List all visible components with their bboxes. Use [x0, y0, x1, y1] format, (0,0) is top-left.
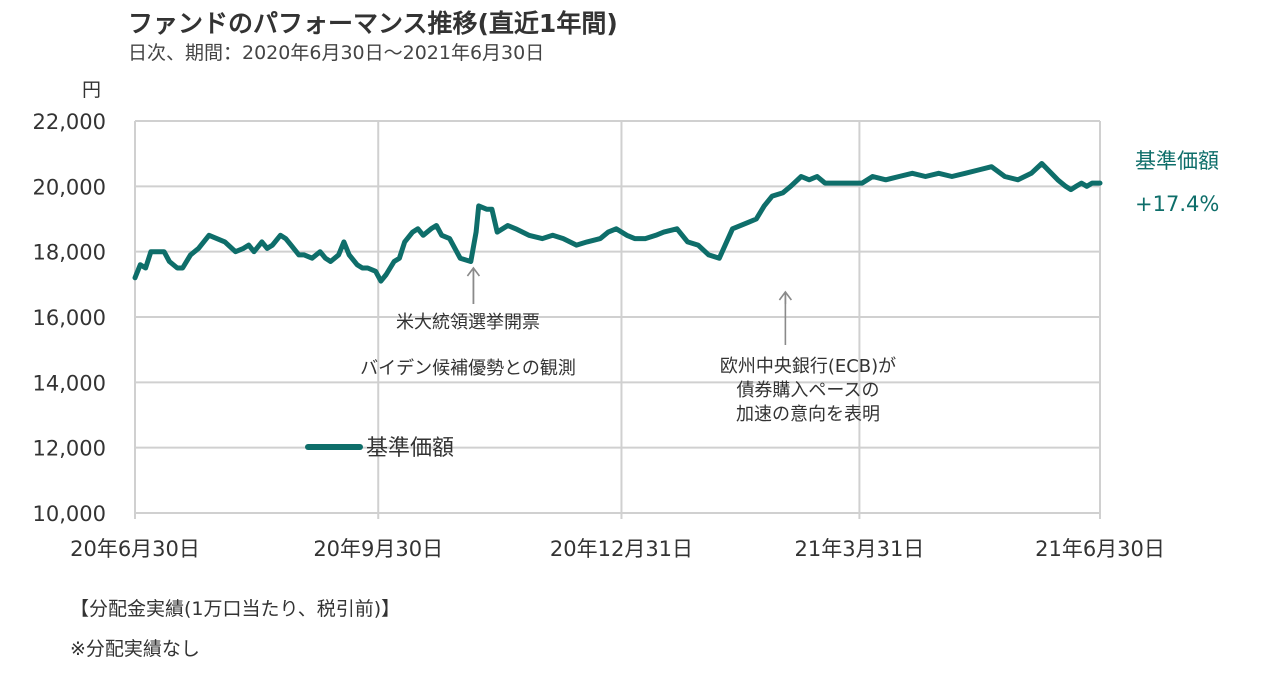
annotation-text: 米大統領選挙開票 [396, 312, 540, 333]
y-tick-label: 18,000 [33, 241, 106, 265]
legend-label: 基準価額 [366, 436, 454, 461]
distribution-heading: 【分配金実績(1万口当たり、税引前)】 [70, 598, 401, 620]
distribution-note: ※分配実績なし [70, 638, 200, 660]
y-tick-label: 10,000 [33, 502, 106, 526]
chart-title: ファンドのパフォーマンス推移(直近1年間) [128, 9, 618, 38]
x-tick-label: 21年3月31日 [795, 537, 925, 561]
y-tick-label: 22,000 [33, 110, 106, 134]
x-tick-label: 20年6月30日 [70, 537, 200, 561]
end-label-change: +17.4% [1135, 192, 1219, 216]
x-tick-label: 21年6月30日 [1035, 537, 1165, 561]
y-axis-unit: 円 [82, 79, 101, 101]
annotation-text: 加速の意向を表明 [736, 404, 880, 425]
series-layer [132, 161, 1103, 284]
annotation-text: バイデン候補優勢との観測 [360, 358, 576, 379]
series-line-nav [132, 161, 1103, 284]
end-label-name: 基準価額 [1135, 149, 1219, 173]
grid-layer [134, 120, 1101, 519]
axis-layer: 10,000 12,000 14,000 16,000 18,000 20,000 22,0… [33, 79, 1165, 561]
y-tick-label: 12,000 [33, 437, 106, 461]
y-tick-label: 20,000 [33, 175, 106, 199]
chart-subtitle: 日次、期間：2020年6月30日〜2021年6月30日 [128, 42, 545, 64]
x-tick-label: 20年9月30日 [313, 537, 443, 561]
annotation-text: 債券購入ペースの [736, 380, 879, 401]
y-tick-label: 16,000 [33, 306, 106, 330]
annotation-text: 欧州中央銀行(ECB)が [720, 356, 896, 377]
y-tick-label: 14,000 [33, 371, 106, 395]
x-tick-label: 20年12月31日 [550, 537, 693, 561]
legend-layer: 基準価額 +17.4% 基準価額 [305, 149, 1219, 461]
